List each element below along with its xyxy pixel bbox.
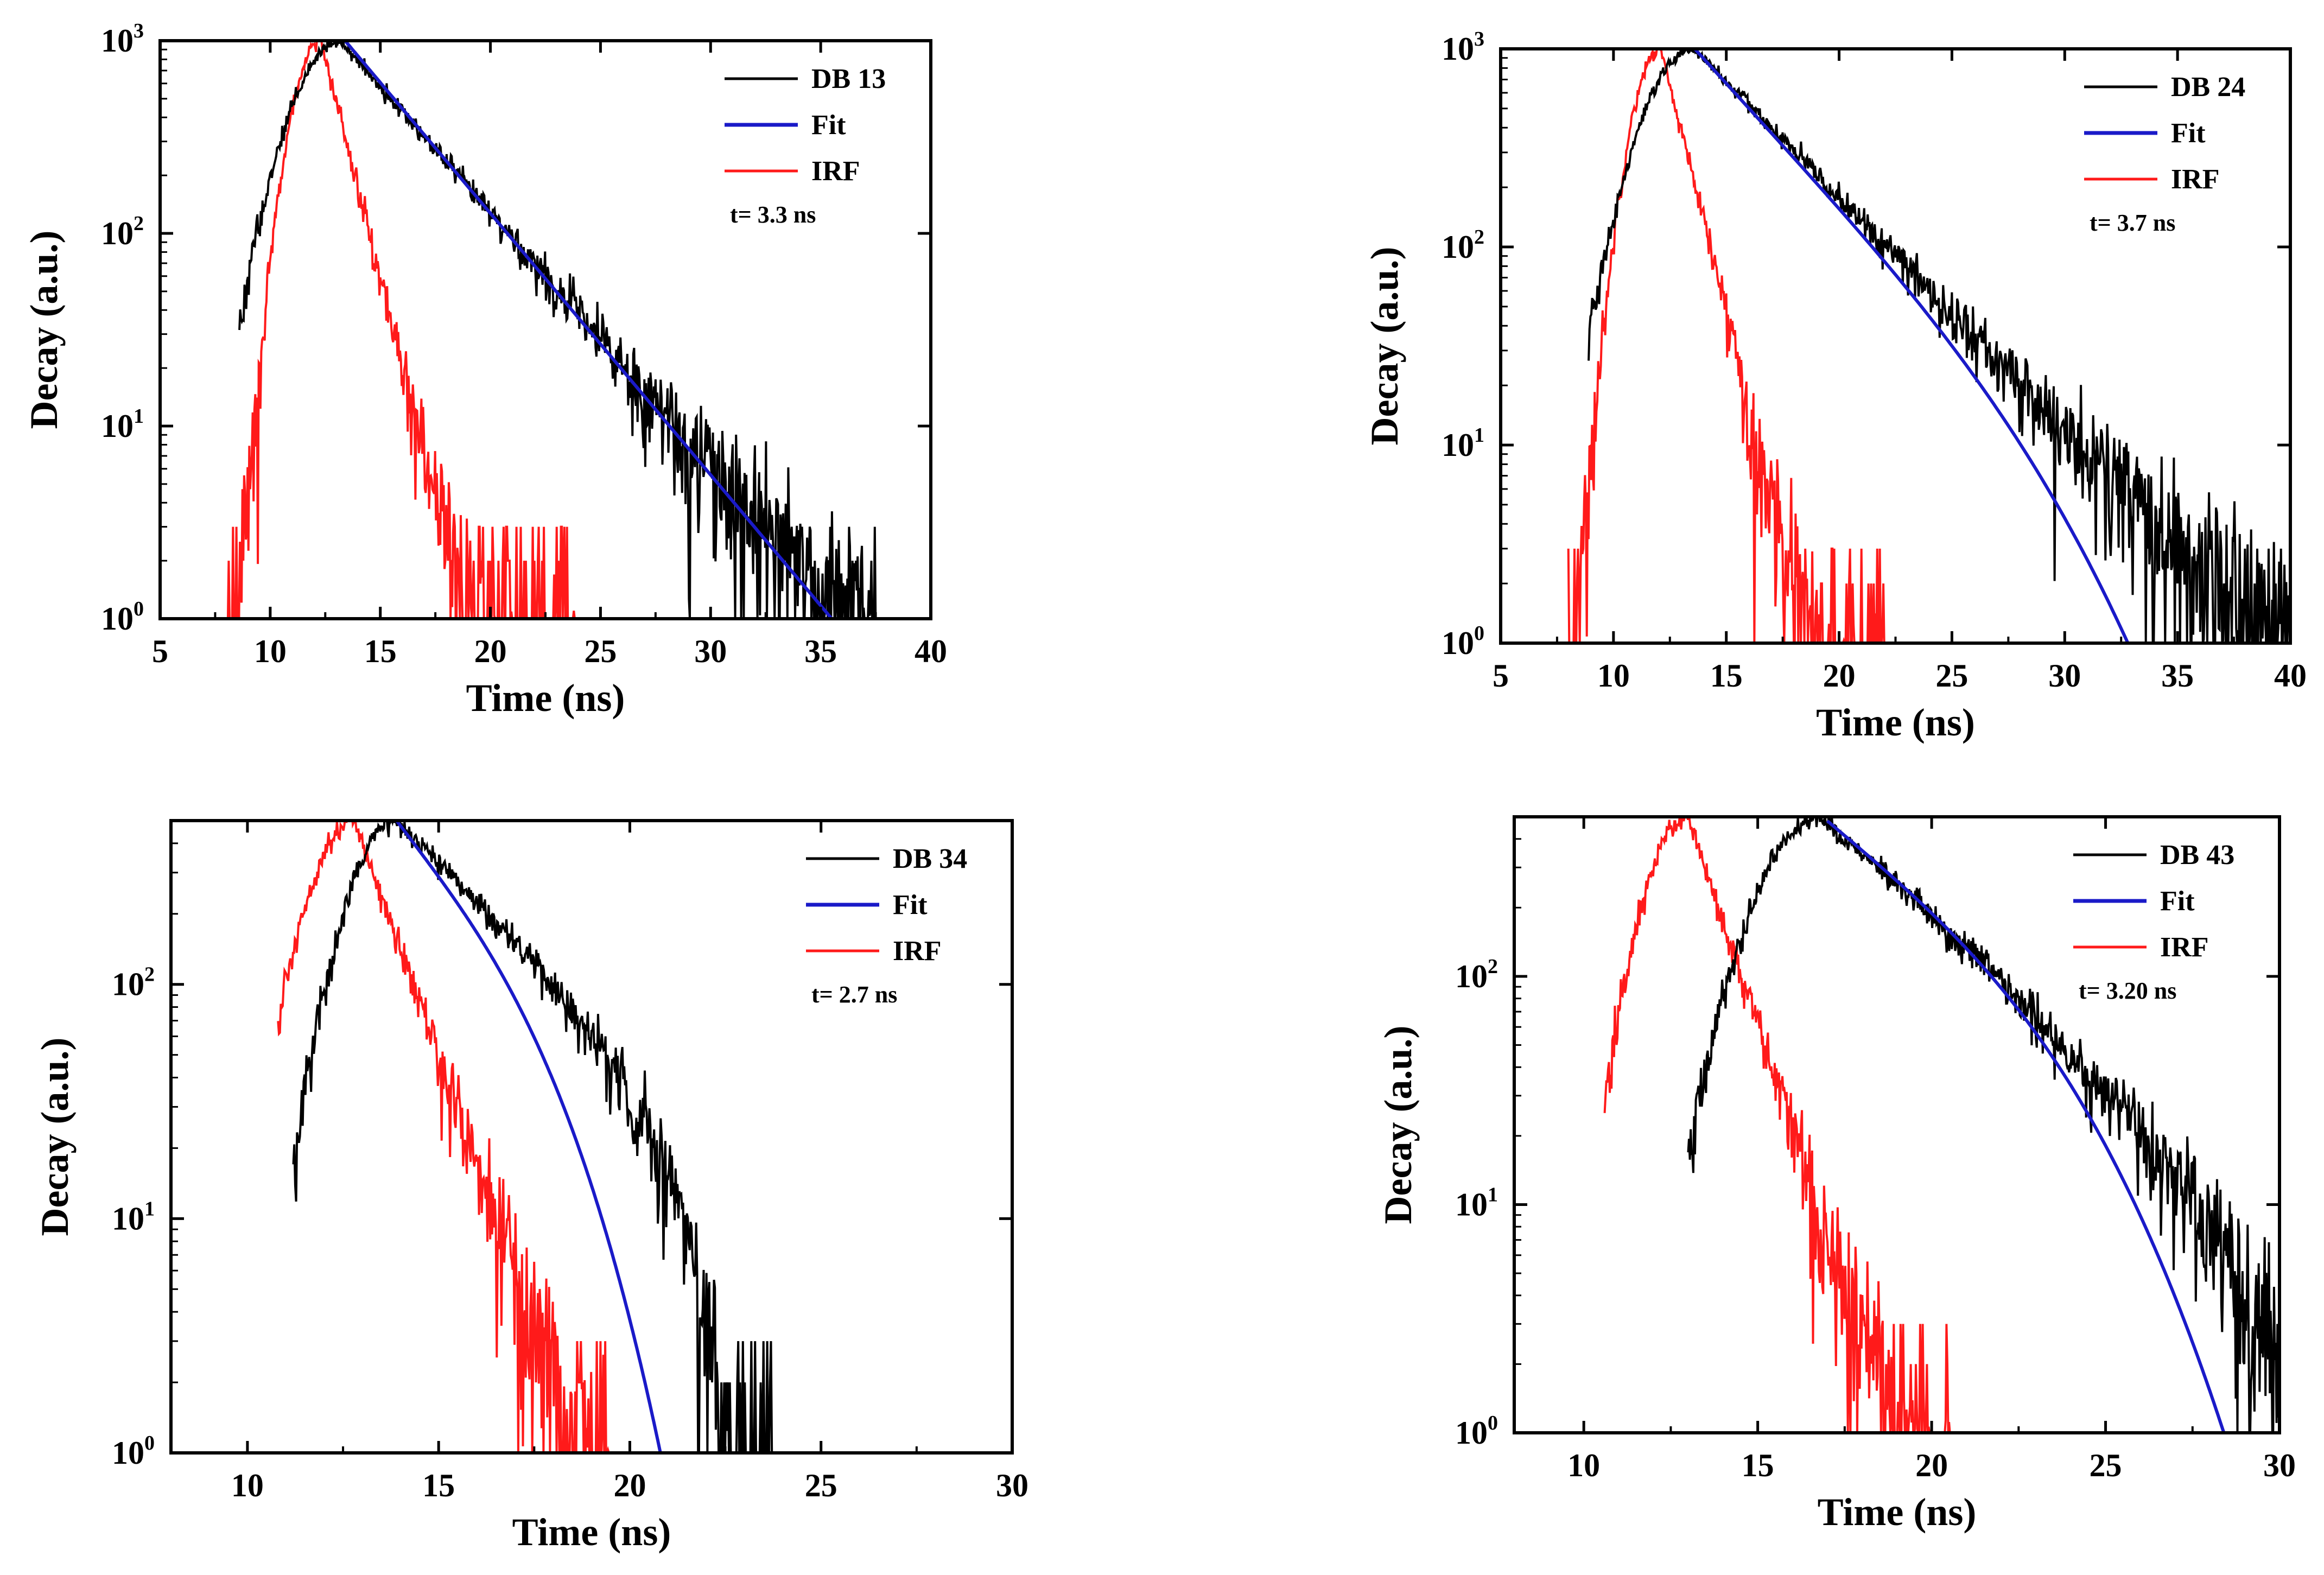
series-line-fit xyxy=(395,821,662,1453)
x-tick-label: 20 xyxy=(474,633,507,669)
x-tick-label: 15 xyxy=(1710,658,1743,694)
chart-panel-top-right: 5 10 15 20 25 30 35 40 100 101 102 103 Time (ns) Deca… xyxy=(1363,28,2307,744)
y-tick-label: 101 xyxy=(101,405,144,444)
x-tick-label: 35 xyxy=(804,633,837,669)
y-axis-title: Decay (a.u.) xyxy=(1363,247,1406,446)
x-axis-title: Time (ns) xyxy=(466,676,625,720)
x-tick-label: 10 xyxy=(254,633,287,669)
x-tick-label: 10 xyxy=(1597,658,1630,694)
legend-label: Fit xyxy=(811,110,846,141)
legend-label: Fit xyxy=(893,890,928,920)
legend-label: DB 13 xyxy=(811,63,886,94)
x-axis-title: Time (ns) xyxy=(1818,1490,1977,1534)
x-tick-label: 15 xyxy=(364,633,397,669)
x-tick-label: 20 xyxy=(613,1468,646,1503)
series-line-irf xyxy=(277,821,610,1453)
lifetime-annotation: t= 3.3 ns xyxy=(730,201,816,228)
x-tick-label: 30 xyxy=(694,633,727,669)
y-tick-label: 100 xyxy=(1442,622,1484,661)
x-tick-label: 30 xyxy=(2263,1447,2296,1483)
legend-label: IRF xyxy=(2160,932,2209,963)
lifetime-annotation: t= 2.7 ns xyxy=(811,981,897,1008)
series-line-db-43 xyxy=(1687,817,2279,1433)
y-axis-title: Decay (a.u.) xyxy=(22,231,66,429)
series-line-fit xyxy=(1826,820,2226,1433)
x-tick-label: 40 xyxy=(915,633,947,669)
y-tick-label: 103 xyxy=(101,20,144,59)
legend-label: DB 43 xyxy=(2160,840,2234,871)
x-tick-label: 25 xyxy=(1935,658,1968,694)
x-axis-title: Time (ns) xyxy=(512,1510,671,1554)
legend-label: IRF xyxy=(811,156,860,187)
y-tick-label: 100 xyxy=(112,1432,155,1471)
x-tick-label: 25 xyxy=(584,633,617,669)
series-line-fit xyxy=(344,41,833,619)
x-tick-label: 25 xyxy=(2090,1447,2122,1483)
legend-label: IRF xyxy=(893,936,942,967)
y-tick-label: 102 xyxy=(101,212,144,251)
y-tick-label: 102 xyxy=(1455,955,1498,994)
x-tick-label: 15 xyxy=(1742,1447,1774,1483)
x-tick-label: 40 xyxy=(2274,658,2307,694)
y-tick-label: 100 xyxy=(1455,1412,1498,1451)
series-line-db-34 xyxy=(292,821,775,1453)
series-line-irf xyxy=(1567,49,1885,643)
x-axis-title: Time (ns) xyxy=(1816,701,1975,744)
y-tick-label: 100 xyxy=(101,598,144,637)
y-axis-title: Decay (a.u.) xyxy=(33,1038,77,1236)
y-axis-title: Decay (a.u.) xyxy=(1376,1026,1420,1224)
x-tick-label: 10 xyxy=(231,1468,264,1503)
y-tick-label: 102 xyxy=(112,963,155,1002)
legend-label: Fit xyxy=(2160,886,2195,917)
y-tick-label: 102 xyxy=(1442,226,1484,265)
plot-frame xyxy=(1513,815,2281,1434)
y-tick-label: 101 xyxy=(1442,424,1484,463)
y-tick-label: 101 xyxy=(112,1197,155,1236)
legend-label: IRF xyxy=(2171,164,2220,195)
x-tick-label: 35 xyxy=(2161,658,2194,694)
lifetime-annotation: t= 3.20 ns xyxy=(2079,977,2176,1004)
x-tick-label: 30 xyxy=(2048,658,2081,694)
chart-panel-top-left: 5 10 15 20 25 30 35 40 100 101 102 103 Time (ns) Deca… xyxy=(22,20,947,720)
x-tick-label: 20 xyxy=(1823,658,1856,694)
legend-label: DB 24 xyxy=(2171,72,2245,103)
plot-frame xyxy=(169,819,1014,1455)
series-line-fit xyxy=(1693,49,2130,643)
series-line-irf xyxy=(1603,817,1953,1433)
lifetime-annotation: t= 3.7 ns xyxy=(2090,209,2175,236)
y-tick-label: 101 xyxy=(1455,1183,1498,1222)
x-tick-label: 30 xyxy=(996,1468,1028,1503)
x-tick-label: 5 xyxy=(152,633,168,669)
x-tick-label: 25 xyxy=(805,1468,837,1503)
chart-panel-bottom-right: 10 15 20 25 30 100 101 102 Time (ns) Decay (a.u.)… xyxy=(1376,815,2296,1534)
series-line-irf xyxy=(226,41,579,619)
chart-panel-bottom-left: 10 15 20 25 30 100 101 102 Time (ns) Decay (a.u.)… xyxy=(33,819,1028,1554)
legend-label: Fit xyxy=(2171,118,2206,149)
legend-label: DB 34 xyxy=(893,843,967,874)
x-tick-label: 5 xyxy=(1493,658,1509,694)
x-tick-label: 10 xyxy=(1567,1447,1600,1483)
x-tick-label: 15 xyxy=(422,1468,455,1503)
series-line-db-24 xyxy=(1588,49,2290,643)
x-tick-label: 20 xyxy=(1915,1447,1948,1483)
y-tick-label: 103 xyxy=(1442,28,1484,67)
